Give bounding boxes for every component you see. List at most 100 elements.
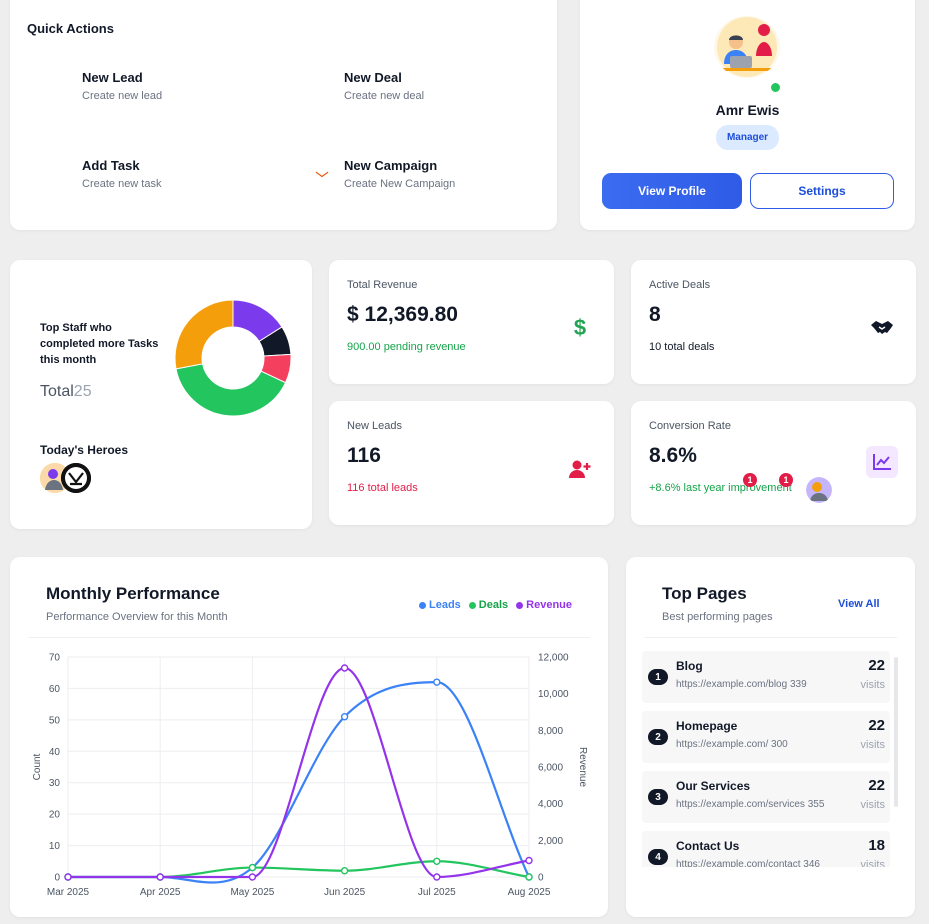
data-point-revenue[interactable] — [340, 664, 349, 672]
visits-label: visits — [860, 799, 885, 811]
page-visits: 22 — [868, 657, 885, 674]
action-description: Create new deal — [344, 90, 425, 102]
total-revenue-card: Total Revenue $ 12,369.80 900.00 pending… — [329, 260, 614, 384]
avatar[interactable] — [806, 477, 832, 503]
page-url: https://example.com/services 355 — [676, 799, 825, 810]
y2-tick-label: 8,000 — [538, 726, 563, 737]
stat-subtext: 900.00 pending revenue — [347, 341, 466, 353]
new-lead-action[interactable]: New Lead Create new lead — [27, 50, 279, 127]
rank-badge: 4 — [648, 849, 668, 865]
page-url: https://example.com/contact 346 — [676, 859, 820, 867]
list-scrollbar[interactable] — [894, 657, 898, 807]
trend-chart-icon — [866, 446, 898, 478]
stat-label: Active Deals — [649, 279, 711, 291]
legend-item-deals[interactable]: Deals — [468, 599, 508, 611]
visits-label: visits — [860, 739, 885, 751]
y-tick-label: 70 — [49, 653, 61, 664]
list-item[interactable]: 1 Blog https://example.com/blog 339 22 v… — [642, 651, 890, 703]
legend-item-leads[interactable]: Leads — [418, 599, 461, 611]
performance-title: Monthly Performance — [46, 584, 220, 603]
page-url: https://example.com/ 300 — [676, 739, 788, 750]
stat-label: New Leads — [347, 420, 403, 432]
handshake-icon — [866, 312, 898, 344]
donut-slice[interactable] — [174, 299, 234, 370]
donut-slice[interactable] — [175, 363, 287, 417]
handshake-icon — [308, 74, 336, 102]
stat-subtext: +8.6% last year improvement — [649, 482, 792, 494]
data-point-revenue[interactable] — [64, 873, 72, 881]
stat-value: 116 — [347, 444, 381, 467]
quick-actions-card: Quick Actions New Lead Create new lead N… — [10, 0, 557, 230]
data-point-revenue[interactable] — [433, 873, 441, 881]
data-point-deals[interactable] — [248, 863, 257, 872]
list-item[interactable]: 2 Homepage https://example.com/ 300 22 v… — [642, 711, 890, 763]
view-profile-button[interactable]: View Profile — [602, 173, 742, 209]
data-point-deals[interactable] — [525, 873, 533, 881]
rank-badge: 3 — [648, 789, 668, 805]
top-pages-title: Top Pages — [662, 584, 747, 603]
add-task-action[interactable]: Add Task Create new task — [27, 138, 279, 215]
y-tick-label: 40 — [49, 747, 61, 758]
data-point-revenue[interactable] — [156, 873, 164, 881]
staff-total: Total25 — [40, 383, 92, 401]
stat-value: 8 — [649, 303, 661, 326]
stat-subtext: 116 total leads — [347, 482, 418, 494]
top-pages-card: Top Pages Best performing pages View All… — [626, 557, 915, 917]
todays-heroes-title: Today's Heroes — [40, 443, 128, 457]
mail-icon — [308, 162, 336, 190]
active-deals-card: Active Deals 8 10 total deals — [631, 260, 916, 384]
page-visits: 18 — [868, 837, 885, 854]
data-point-leads[interactable] — [433, 678, 441, 686]
data-point-deals[interactable] — [433, 857, 441, 865]
divider — [644, 637, 897, 638]
top-pages-list[interactable]: 1 Blog https://example.com/blog 339 22 v… — [642, 647, 890, 867]
notification-badge[interactable]: 1 — [779, 473, 793, 487]
data-point-leads[interactable] — [340, 713, 349, 721]
action-name: New Deal — [344, 70, 402, 85]
performance-line-chart: 0 10 20 30 40 50 60 70 0 2,000 4,000 6,000 8,000 10,0… — [32, 653, 588, 899]
view-all-link[interactable]: View All — [838, 598, 880, 610]
page-visits: 22 — [868, 777, 885, 794]
hero-avatar[interactable] — [61, 463, 91, 493]
new-campaign-action[interactable]: New Campaign Create New Campaign — [289, 138, 541, 215]
action-description: Create new lead — [82, 90, 163, 102]
data-point-revenue[interactable] — [525, 856, 533, 865]
data-point-deals[interactable] — [340, 867, 349, 875]
x-tick-label: Jun 2025 — [324, 887, 366, 898]
total-label: Total — [40, 383, 74, 400]
performance-subtitle: Performance Overview for this Month — [46, 611, 228, 623]
action-name: New Campaign — [344, 158, 438, 173]
add-user-icon — [46, 74, 74, 102]
y2-tick-label: 4,000 — [538, 799, 563, 810]
list-item[interactable]: 3 Our Services https://example.com/servi… — [642, 771, 890, 823]
page-name: Homepage — [676, 719, 738, 733]
dollar-icon: $ — [573, 315, 587, 340]
stat-value: $ 12,369.80 — [347, 303, 458, 326]
settings-button[interactable]: Settings — [750, 173, 894, 209]
y-tick-label: 0 — [54, 873, 60, 884]
staff-donut-chart — [174, 299, 292, 417]
profile-name: Amr Ewis — [715, 102, 780, 118]
y-tick-label: 30 — [49, 778, 61, 789]
avatar[interactable] — [714, 16, 780, 78]
legend-item-revenue[interactable]: Revenue — [516, 599, 572, 611]
y2-tick-label: 10,000 — [538, 689, 569, 700]
new-deal-action[interactable]: New Deal Create new deal — [289, 50, 541, 127]
rank-badge: 1 — [648, 669, 668, 685]
page-name: Contact Us — [676, 839, 740, 853]
y-tick-label: 50 — [49, 715, 61, 726]
page-name: Our Services — [676, 779, 751, 793]
action-description: Create New Campaign — [344, 178, 456, 190]
action-description: Create new task — [82, 178, 162, 190]
page-visits: 22 — [868, 717, 885, 734]
list-item[interactable]: 4 Contact Us https://example.com/contact… — [642, 831, 890, 867]
y2-tick-label: 2,000 — [538, 836, 563, 847]
notification-badge[interactable]: 1 — [743, 473, 757, 487]
x-tick-label: Mar 2025 — [47, 887, 90, 898]
total-value: 25 — [73, 383, 92, 400]
new-leads-card: New Leads 116 116 total leads — [329, 401, 614, 525]
x-tick-label: Jul 2025 — [418, 887, 456, 898]
action-name: Add Task — [82, 158, 140, 173]
action-name: New Lead — [82, 70, 143, 85]
data-point-revenue[interactable] — [248, 873, 257, 881]
